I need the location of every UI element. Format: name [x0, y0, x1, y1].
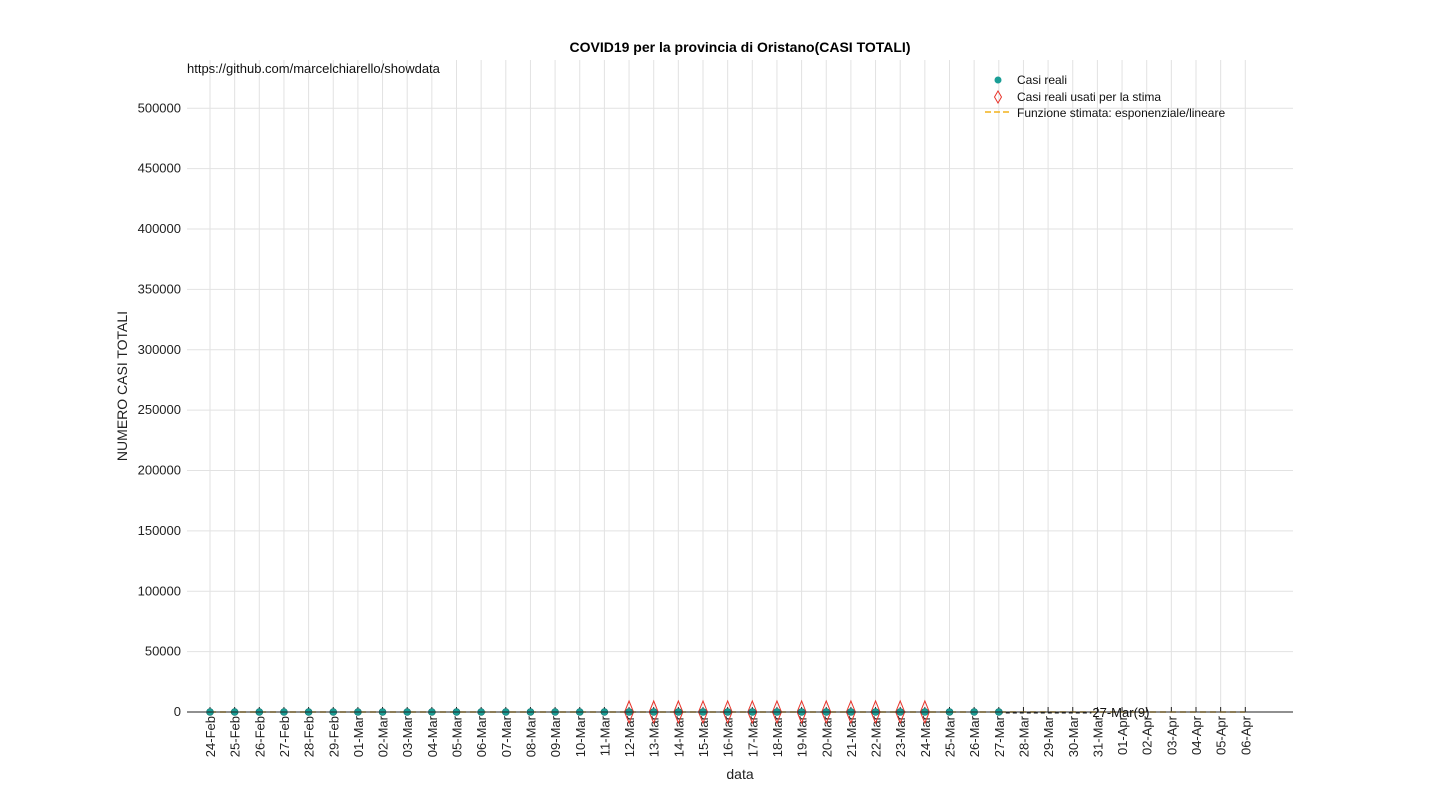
x-tick-label: 06-Mar: [474, 715, 489, 757]
x-tick-label: 16-Mar: [721, 715, 736, 757]
x-tick-label: 09-Mar: [548, 715, 563, 757]
x-tick-label: 30-Mar: [1066, 715, 1081, 757]
point-casi-stima: [821, 699, 832, 725]
point-casi-stima: [845, 699, 856, 725]
x-tick-label: 05-Apr: [1214, 715, 1229, 755]
x-tick-label: 07-Mar: [499, 715, 514, 757]
x-tick-label: 14-Mar: [671, 715, 686, 757]
x-tick-label: 11-Mar: [597, 715, 612, 756]
x-tick-label: 21-Mar: [844, 715, 859, 757]
x-tick-label: 02-Mar: [376, 715, 391, 757]
y-tick-label: 150000: [138, 523, 181, 538]
legend-marker-casi-reali: [994, 76, 1002, 84]
x-tick-label: 18-Mar: [770, 715, 785, 757]
x-tick-label: 27-Mar: [992, 715, 1007, 757]
x-tick-label: 12-Mar: [622, 715, 637, 757]
x-tick-label: 24-Mar: [918, 715, 933, 757]
x-tick-label: 03-Mar: [400, 715, 415, 757]
x-tick-label: 26-Mar: [967, 715, 982, 757]
y-axis-ticks: 0 50000 100000 150000 200000 250000 300000 3500…: [138, 100, 181, 719]
point-casi-stima: [722, 699, 733, 725]
x-tick-label: 03-Apr: [1164, 715, 1179, 755]
y-tick-label: 450000: [138, 161, 181, 176]
x-tick-label: 19-Mar: [795, 715, 810, 757]
x-axis-label: data: [726, 766, 753, 782]
legend: Casi reali Casi reali usati per la stima…: [985, 73, 1225, 120]
y-tick-label: 250000: [138, 402, 181, 417]
x-tick-label: 13-Mar: [647, 715, 662, 757]
x-tick-label: 01-Mar: [351, 715, 366, 757]
x-tick-label: 31-Mar: [1090, 715, 1105, 757]
plot-area: [187, 60, 1293, 712]
x-tick-label: 29-Mar: [1041, 715, 1056, 757]
x-axis-ticks: 24-Feb 25-Feb 26-Feb 27-Feb 28-Feb 29-Feb 01-M…: [203, 707, 1253, 757]
point-casi-stima: [870, 699, 881, 725]
x-tick-label: 26-Feb: [252, 716, 267, 757]
source-url-text: https://github.com/marcelchiarello/showd…: [187, 61, 441, 76]
point-casi-stima: [919, 699, 930, 725]
y-tick-label: 400000: [138, 221, 181, 236]
x-tick-label: 27-Feb: [277, 716, 292, 757]
x-tick-label: 28-Feb: [302, 716, 317, 757]
x-tick-label: 17-Mar: [745, 715, 760, 757]
point-casi-stima: [747, 699, 758, 725]
x-tick-label: 08-Mar: [523, 715, 538, 757]
x-tick-label: 05-Mar: [450, 715, 465, 757]
x-tick-label: 10-Mar: [573, 715, 588, 757]
x-tick-label: 25-Mar: [943, 715, 958, 757]
grid: [187, 60, 1293, 713]
x-tick-label: 25-Feb: [228, 716, 243, 757]
x-tick-label: 04-Apr: [1189, 715, 1204, 755]
x-tick-label: 02-Apr: [1140, 715, 1155, 755]
legend-label-funzione: Funzione stimata: esponenziale/lineare: [1017, 106, 1225, 120]
y-tick-label: 100000: [138, 583, 181, 598]
point-casi-stima: [624, 699, 635, 725]
y-axis-label: NUMERO CASI TOTALI: [114, 311, 130, 461]
x-tick-label: 06-Apr: [1238, 715, 1253, 755]
legend-label-casi-stima: Casi reali usati per la stima: [1017, 90, 1161, 104]
point-casi-stima: [796, 699, 807, 725]
last-point-annotation: 27-Mar(9): [1092, 705, 1149, 720]
point-casi-stima: [697, 699, 709, 725]
point-casi-stima: [673, 699, 684, 725]
x-tick-label: 29-Feb: [326, 716, 341, 757]
x-tick-label: 24-Feb: [203, 716, 218, 757]
x-tick-label: 22-Mar: [869, 715, 884, 757]
point-casi-stima: [771, 699, 782, 725]
chart-title: COVID19 per la provincia di Oristano(CAS…: [570, 39, 911, 55]
point-casi-stima: [895, 699, 906, 725]
legend-marker-casi-stima: [993, 90, 1003, 104]
x-tick-label: 01-Apr: [1115, 715, 1130, 755]
point-casi-stima: [648, 699, 659, 725]
y-tick-label: 300000: [138, 342, 181, 357]
legend-label-casi-reali: Casi reali: [1017, 73, 1067, 87]
y-tick-label: 0: [174, 704, 181, 719]
x-tick-label: 20-Mar: [819, 715, 834, 757]
y-tick-label: 50000: [145, 644, 181, 659]
x-tick-label: 28-Mar: [1016, 715, 1031, 757]
x-tick-label: 23-Mar: [893, 715, 908, 757]
y-tick-label: 350000: [138, 281, 181, 296]
x-tick-label: 15-Mar: [696, 715, 711, 757]
y-tick-label: 200000: [138, 463, 181, 478]
y-tick-label: 500000: [138, 100, 181, 115]
x-tick-label: 04-Mar: [425, 715, 440, 757]
